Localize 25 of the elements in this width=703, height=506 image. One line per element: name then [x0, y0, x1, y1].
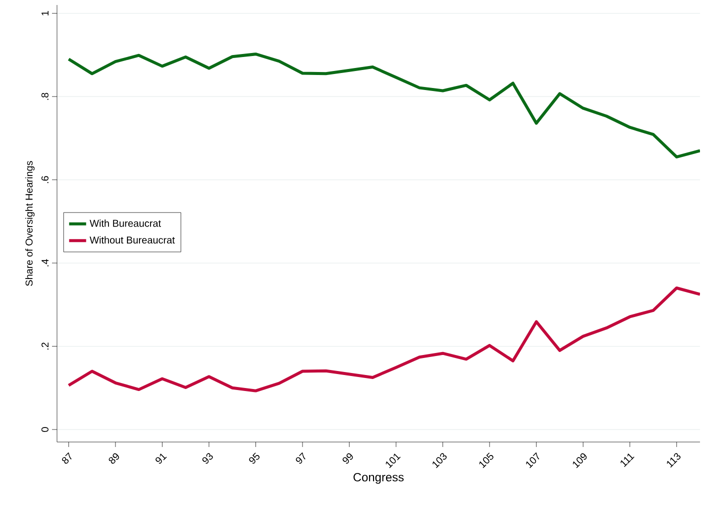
- legend-label: With Bureaucrat: [90, 220, 161, 227]
- x-tick-label: 89: [108, 453, 120, 464]
- x-tick-label: 107: [526, 452, 540, 468]
- line-series: [67, 52, 700, 158]
- x-tick-label: 93: [202, 453, 213, 464]
- legend-label: Without Bureaucrat: [90, 236, 175, 244]
- x-tick-label: 87: [62, 452, 72, 464]
- y-tick-label: .2: [42, 342, 48, 350]
- y-tick-label: .4: [42, 259, 48, 266]
- x-tick-label: 95: [249, 452, 260, 464]
- x-tick-label: 101: [386, 454, 401, 468]
- x-tick-label: 105: [479, 452, 494, 468]
- x-tick-label: 99: [342, 453, 353, 464]
- x-tick-label: 97: [296, 452, 306, 464]
- y-tick-label: 1: [42, 11, 48, 16]
- x-axis-title: Congress: [354, 472, 404, 484]
- x-tick-label: 91: [156, 454, 167, 464]
- x-tick-label: 113: [666, 453, 681, 468]
- x-tick-label: 103: [432, 453, 447, 468]
- y-axis-title: Share of Oversight Hearings: [25, 161, 35, 286]
- y-tick-label: .8: [41, 92, 48, 100]
- y-tick-label: 0: [41, 427, 48, 432]
- y-tick-label: .6: [41, 176, 48, 184]
- x-tick-label: 111: [620, 454, 634, 467]
- x-tick-label: 109: [572, 453, 587, 468]
